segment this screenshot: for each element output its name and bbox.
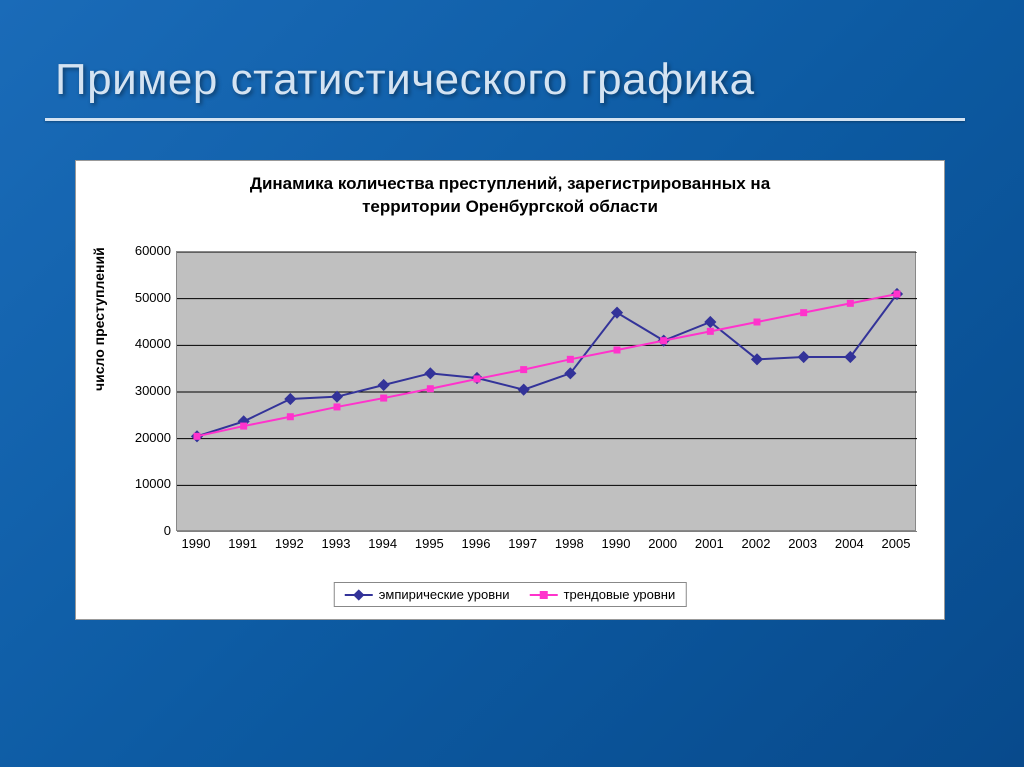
legend-label-1: трендовые уровни <box>564 587 676 602</box>
x-tick-13: 2003 <box>780 536 826 551</box>
y-tick-4: 40000 <box>131 336 171 351</box>
x-tick-12: 2002 <box>733 536 779 551</box>
legend-swatch-1 <box>530 588 558 602</box>
title-underline <box>45 118 965 121</box>
x-tick-2: 1992 <box>266 536 312 551</box>
chart-title: Динамика количества преступлений, зареги… <box>76 173 944 219</box>
chart-container: Динамика количества преступлений, зареги… <box>75 160 945 620</box>
y-tick-6: 60000 <box>131 243 171 258</box>
y-tick-1: 10000 <box>131 476 171 491</box>
y-tick-5: 50000 <box>131 290 171 305</box>
chart-svg <box>177 252 917 532</box>
x-tick-11: 2001 <box>686 536 732 551</box>
x-tick-15: 2005 <box>873 536 919 551</box>
y-tick-2: 20000 <box>131 430 171 445</box>
x-tick-9: 1990 <box>593 536 639 551</box>
x-tick-1: 1991 <box>220 536 266 551</box>
legend: эмпирические уровни трендовые уровни <box>334 582 687 607</box>
x-tick-3: 1993 <box>313 536 359 551</box>
x-tick-10: 2000 <box>640 536 686 551</box>
legend-item-1: трендовые уровни <box>530 587 676 602</box>
legend-swatch-0 <box>345 588 373 602</box>
legend-item-0: эмпирические уровни <box>345 587 510 602</box>
slide-title: Пример статистического графика <box>55 55 755 105</box>
y-axis-label: число преступлений <box>91 247 107 391</box>
x-tick-0: 1990 <box>173 536 219 551</box>
legend-label-0: эмпирические уровни <box>379 587 510 602</box>
plot-area <box>176 251 916 531</box>
x-tick-14: 2004 <box>826 536 872 551</box>
chart-title-line2: территории Оренбургской области <box>362 197 658 216</box>
y-tick-3: 30000 <box>131 383 171 398</box>
x-tick-5: 1995 <box>406 536 452 551</box>
chart-title-line1: Динамика количества преступлений, зареги… <box>250 174 770 193</box>
x-tick-8: 1998 <box>546 536 592 551</box>
y-tick-0: 0 <box>131 523 171 538</box>
x-tick-4: 1994 <box>360 536 406 551</box>
x-tick-6: 1996 <box>453 536 499 551</box>
x-tick-7: 1997 <box>500 536 546 551</box>
